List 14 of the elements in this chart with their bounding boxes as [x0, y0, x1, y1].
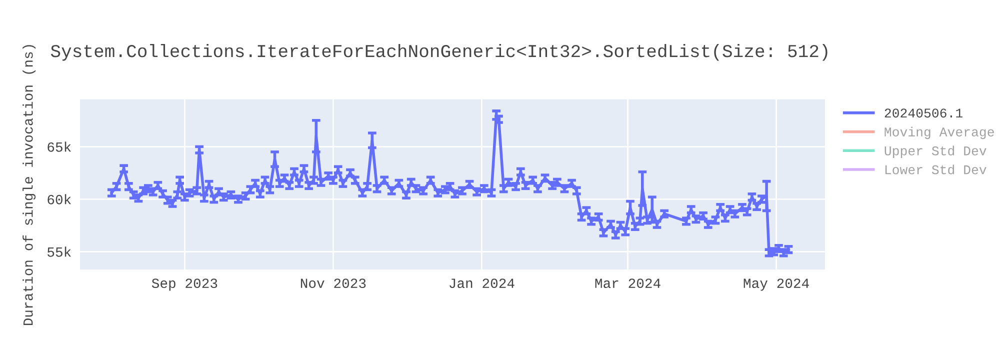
legend-label: Upper Std Dev: [884, 146, 986, 158]
x-tick-label: Jan 2024: [450, 278, 514, 288]
x-tick-label: Mar 2024: [595, 278, 660, 288]
legend-label: Moving Average: [884, 126, 994, 140]
legend-label: 20240506.1: [884, 108, 962, 118]
legend-label: Lower Std Dev: [885, 164, 986, 174]
y-axis-title: Duration of single invocation (ns): [22, 45, 36, 326]
x-tick-label: May 2024: [744, 278, 809, 291]
x-tick-label: Sep 2023: [152, 278, 218, 291]
chart-title: System.Collections.IterateForEachNonGeneric<Int32>.SortedList(Size: 512): [50, 44, 828, 61]
y-tick-label: 60k: [48, 194, 71, 204]
y-tick-label: 65k: [48, 142, 71, 152]
x-tick-label: Nov 2023: [300, 278, 366, 288]
y-tick-label: 55k: [48, 246, 71, 257]
